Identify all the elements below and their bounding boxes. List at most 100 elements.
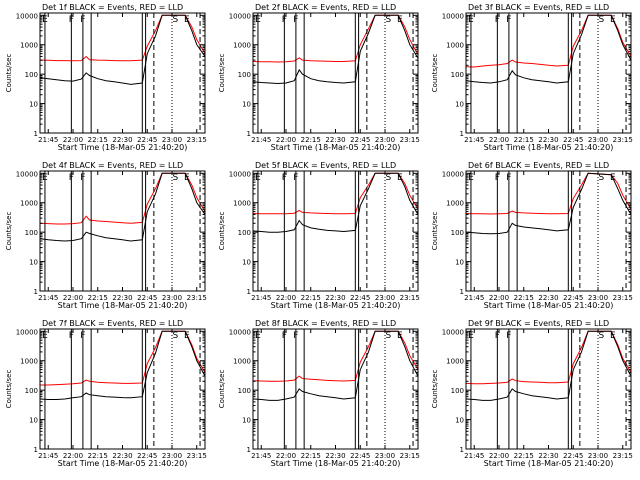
x-axis-label: Start Time (18-Mar-05 21:40:20) (58, 301, 188, 310)
flag-letter: F (69, 331, 74, 341)
series-group (253, 172, 418, 233)
flag-letter: S (385, 173, 391, 183)
y-tick-label: 1 (247, 130, 251, 138)
x-tick-label: 21:45 (464, 136, 484, 144)
x-tick-label: 22:00 (63, 452, 83, 460)
flag-letter: F (80, 173, 85, 183)
y-tick-label: 100 (238, 71, 251, 79)
lld-series-line (253, 14, 418, 63)
x-tick-label: 23:00 (375, 452, 395, 460)
events-series-line (466, 14, 631, 84)
flag-letter: F (495, 331, 500, 341)
x-tick-label: 23:00 (588, 136, 608, 144)
y-tick-label: 10000 (442, 12, 464, 20)
plot-frame (39, 12, 206, 134)
x-tick-label: 21:45 (464, 294, 484, 302)
events-series-line (466, 330, 631, 401)
y-tick-label: 1 (247, 288, 251, 296)
y-tick-label: 10000 (16, 12, 38, 20)
flag-letter: E (397, 331, 403, 341)
flag-letter: E (255, 15, 261, 25)
panel-title: Det 3f BLACK = Events, RED = LLD (468, 3, 609, 12)
y-tick-label: 100 (451, 387, 464, 395)
lld-series-line (466, 330, 631, 385)
y-axis-label: Counts/sec (218, 370, 226, 409)
y-tick-label: 10000 (229, 12, 251, 20)
x-tick-label: 22:15 (514, 452, 534, 460)
x-tick-label: 23:15 (613, 136, 633, 144)
x-axis-label: Start Time (18-Mar-05 21:40:20) (271, 301, 401, 310)
lld-series-line (466, 172, 631, 215)
x-tick-label: 23:15 (187, 136, 207, 144)
x-tick-label: 22:15 (514, 136, 534, 144)
x-tick-label: 23:00 (375, 136, 395, 144)
x-axis-label: Start Time (18-Mar-05 21:40:20) (271, 459, 401, 468)
flag-letter: F (69, 15, 74, 25)
flag-letter: E (184, 15, 190, 25)
x-axis-label: Start Time (18-Mar-05 21:40:20) (58, 459, 188, 468)
x-tick-label: 22:30 (538, 452, 558, 460)
y-tick-label: 1000 (20, 200, 38, 208)
x-tick-label: 23:00 (162, 136, 182, 144)
series-group (466, 330, 631, 401)
x-tick-label: 22:45 (350, 452, 370, 460)
y-axis-label: Counts/sec (431, 212, 439, 251)
y-tick-label: 10 (242, 259, 251, 267)
events-series-line (253, 14, 418, 85)
y-tick-label: 10 (29, 259, 38, 267)
x-tick-label: 21:45 (251, 136, 271, 144)
flag-letter: F (495, 173, 500, 183)
panel-title: Det 8f BLACK = Events, RED = LLD (255, 319, 396, 328)
x-tick-label: 21:45 (251, 452, 271, 460)
x-tick-label: 23:00 (588, 452, 608, 460)
series-group (40, 172, 205, 242)
events-series-line (253, 172, 418, 233)
flag-letter: E (397, 15, 403, 25)
y-tick-label: 1 (34, 288, 38, 296)
x-tick-label: 21:45 (38, 294, 58, 302)
y-tick-label: 1000 (446, 200, 464, 208)
x-tick-label: 21:45 (38, 136, 58, 144)
y-tick-label: 1000 (446, 42, 464, 50)
y-axis-label: Counts/sec (5, 212, 13, 251)
y-tick-label: 1 (460, 446, 464, 454)
y-tick-label: 10 (29, 417, 38, 425)
y-tick-label: 10 (455, 417, 464, 425)
panel-title: Det 7f BLACK = Events, RED = LLD (42, 319, 183, 328)
x-tick-label: 22:15 (301, 452, 321, 460)
flag-letter: E (184, 331, 190, 341)
y-tick-label: 1000 (233, 42, 251, 50)
flag-letter: F (506, 173, 511, 183)
x-tick-label: 22:15 (301, 136, 321, 144)
y-tick-label: 100 (451, 229, 464, 237)
y-tick-label: 1 (247, 446, 251, 454)
flag-letter: S (598, 15, 604, 25)
x-tick-label: 22:00 (489, 294, 509, 302)
x-axis-label: Start Time (18-Mar-05 21:40:20) (58, 143, 188, 152)
panel-title: Det 2f BLACK = Events, RED = LLD (255, 3, 396, 12)
y-tick-label: 10000 (229, 170, 251, 178)
flag-letter: E (610, 15, 616, 25)
x-tick-label: 22:30 (538, 136, 558, 144)
series-group (253, 330, 418, 401)
y-tick-label: 10 (242, 417, 251, 425)
flag-letter: F (282, 15, 287, 25)
flag-letter: S (172, 15, 178, 25)
x-tick-label: 22:00 (276, 294, 296, 302)
x-tick-label: 22:15 (88, 452, 108, 460)
x-tick-label: 22:15 (88, 136, 108, 144)
x-tick-label: 22:30 (325, 452, 345, 460)
series-group (253, 14, 418, 85)
flag-letter: E (184, 173, 190, 183)
y-tick-label: 10 (29, 101, 38, 109)
plot-frame (252, 12, 419, 134)
y-tick-label: 1000 (446, 358, 464, 366)
x-tick-label: 22:45 (563, 136, 583, 144)
x-tick-label: 22:30 (325, 136, 345, 144)
x-tick-label: 22:30 (112, 136, 132, 144)
